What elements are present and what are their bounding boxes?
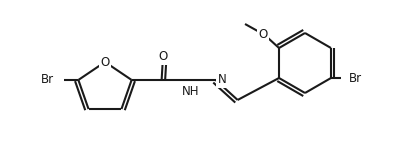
Text: O: O [158,50,167,63]
Text: N: N [217,73,226,86]
Text: Br: Br [348,72,361,84]
Text: O: O [258,28,267,40]
Text: Br: Br [41,73,54,86]
Text: O: O [100,56,109,68]
Text: NH: NH [181,85,199,98]
